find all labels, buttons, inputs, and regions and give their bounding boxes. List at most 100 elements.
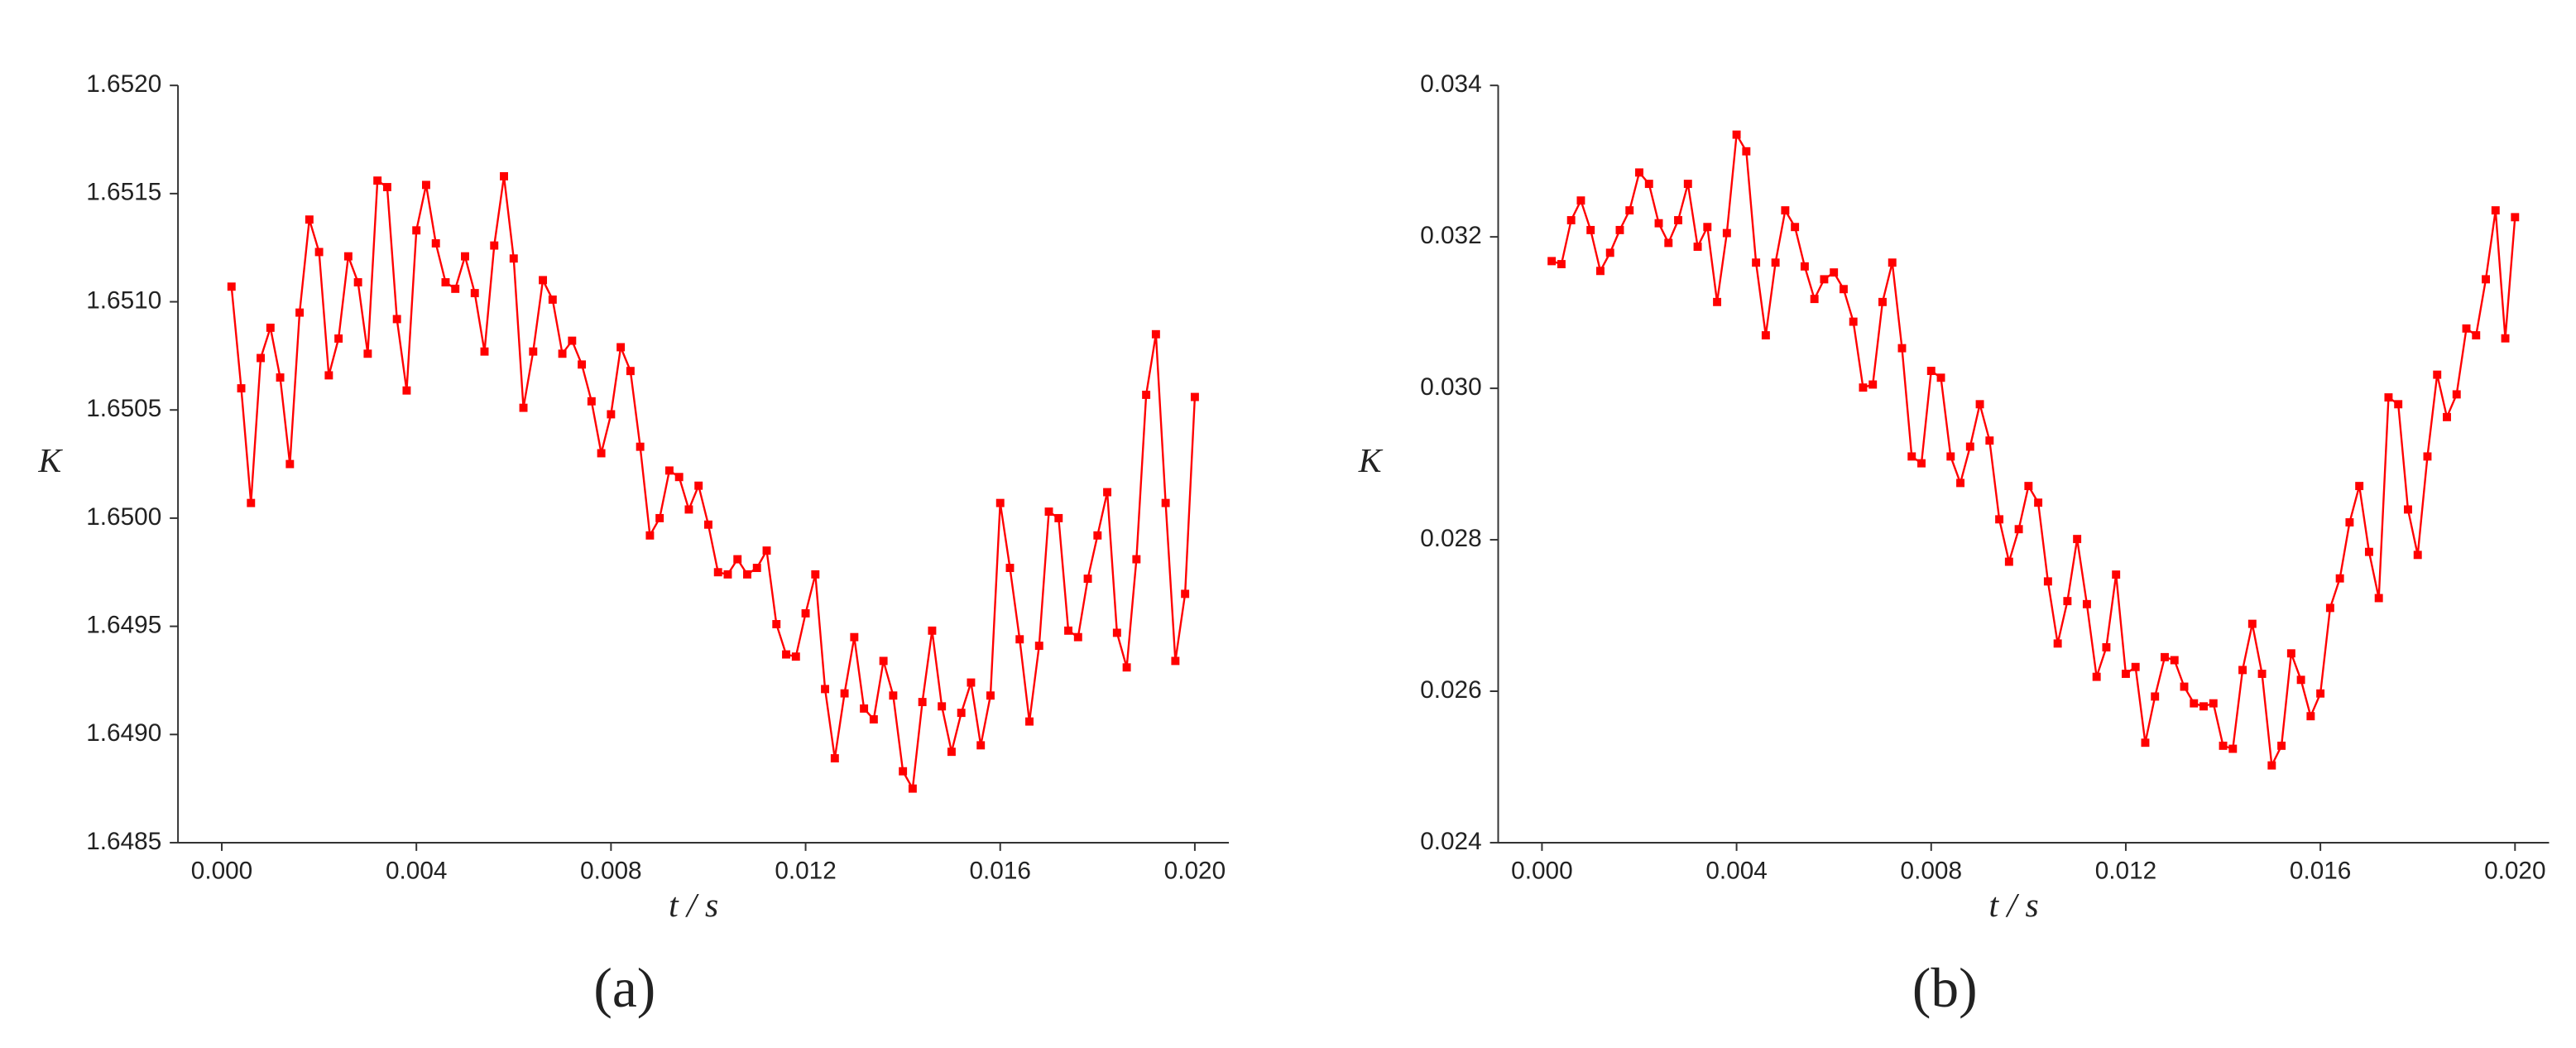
data-point (2433, 370, 2442, 379)
data-point (1888, 258, 1897, 267)
data-point (684, 505, 693, 514)
data-point (2335, 574, 2344, 583)
y-tick-label: 0.028 (1420, 525, 1481, 552)
y-tick-label: 1.6490 (86, 719, 161, 747)
data-point (2141, 738, 2150, 748)
data-point (1800, 262, 1809, 271)
data-point (1878, 297, 1887, 306)
data-point (1625, 206, 1634, 215)
data-point (2043, 577, 2052, 586)
data-point (899, 767, 908, 776)
data-point (2170, 656, 2179, 665)
data-point (2462, 324, 2471, 333)
data-point (655, 513, 664, 522)
data-point (1839, 285, 1848, 294)
data-point (343, 252, 353, 261)
data-point (694, 481, 703, 490)
data-point (1703, 223, 1712, 232)
data-point (266, 323, 275, 332)
data-point (2199, 702, 2208, 711)
data-point (519, 403, 528, 412)
data-point (373, 176, 382, 185)
data-point (548, 295, 557, 304)
data-point (2131, 662, 2140, 671)
data-point (1752, 258, 1761, 267)
data-point (1985, 436, 1994, 445)
data-point (2325, 603, 2334, 613)
data-point (957, 709, 966, 718)
data-point (2180, 682, 2189, 691)
data-point (1635, 168, 1643, 177)
data-point (2413, 550, 2422, 560)
y-tick-label: 0.024 (1420, 828, 1481, 855)
data-point (821, 685, 830, 694)
data-point (2190, 699, 2199, 708)
data-point (2073, 535, 2082, 544)
data-point (2277, 741, 2286, 750)
data-point (2024, 482, 2033, 491)
data-point (1015, 635, 1024, 644)
data-point (2112, 570, 2121, 579)
y-tick-label: 1.6495 (86, 611, 161, 638)
data-point (791, 652, 800, 661)
data-point (2403, 505, 2412, 514)
y-axis-title: K (1358, 442, 1384, 480)
caption: (b) (1912, 957, 1978, 1019)
data-point (752, 564, 761, 572)
data-point (402, 386, 411, 395)
data-point (1771, 258, 1780, 267)
data-point (703, 520, 712, 529)
data-point (743, 570, 751, 579)
data-point (1181, 589, 1190, 599)
data-point (1644, 180, 1653, 189)
data-point (938, 702, 947, 711)
data-point (1917, 459, 1926, 468)
data-point (1849, 317, 1858, 326)
data-point (412, 226, 421, 235)
data-point (1975, 400, 1984, 409)
data-point (1907, 452, 1916, 461)
data-point (636, 442, 645, 451)
data-point (1044, 507, 1053, 517)
data-point (1073, 632, 1082, 642)
data-point (2063, 597, 2072, 606)
data-point (1965, 442, 1974, 451)
data-point (2472, 331, 2481, 340)
y-tick-label: 0.026 (1420, 676, 1481, 704)
data-point (772, 620, 781, 628)
data-point (1722, 228, 1731, 238)
data-point (2092, 672, 2101, 681)
data-point (451, 284, 460, 293)
data-point (2491, 206, 2500, 215)
data-point (2004, 557, 2013, 566)
data-point (2121, 670, 2130, 678)
data-point (2394, 400, 2403, 409)
data-point (626, 367, 635, 376)
data-point (1132, 555, 1141, 564)
data-point (1112, 628, 1121, 637)
y-tick-label: 1.6505 (86, 395, 161, 422)
data-point (1025, 717, 1034, 726)
data-point (1693, 243, 1702, 251)
data-point (237, 384, 246, 393)
data-point (568, 336, 577, 345)
data-point (1810, 295, 1819, 304)
data-point (2209, 699, 2218, 708)
data-point (1732, 130, 1741, 139)
data-point (733, 555, 742, 564)
data-point (2345, 518, 2354, 526)
data-point (1830, 268, 1839, 277)
x-tick-label: 0.000 (191, 858, 252, 885)
data-point (509, 254, 518, 263)
data-point (2014, 525, 2023, 534)
data-point (762, 546, 771, 555)
data-point (324, 371, 333, 380)
data-point (723, 570, 732, 579)
data-point (2384, 393, 2393, 402)
data-point (1781, 206, 1790, 215)
y-tick-label: 1.6510 (86, 286, 161, 314)
data-point (1034, 642, 1043, 651)
data-point (811, 570, 820, 579)
data-point (986, 691, 995, 700)
data-point (967, 678, 976, 687)
